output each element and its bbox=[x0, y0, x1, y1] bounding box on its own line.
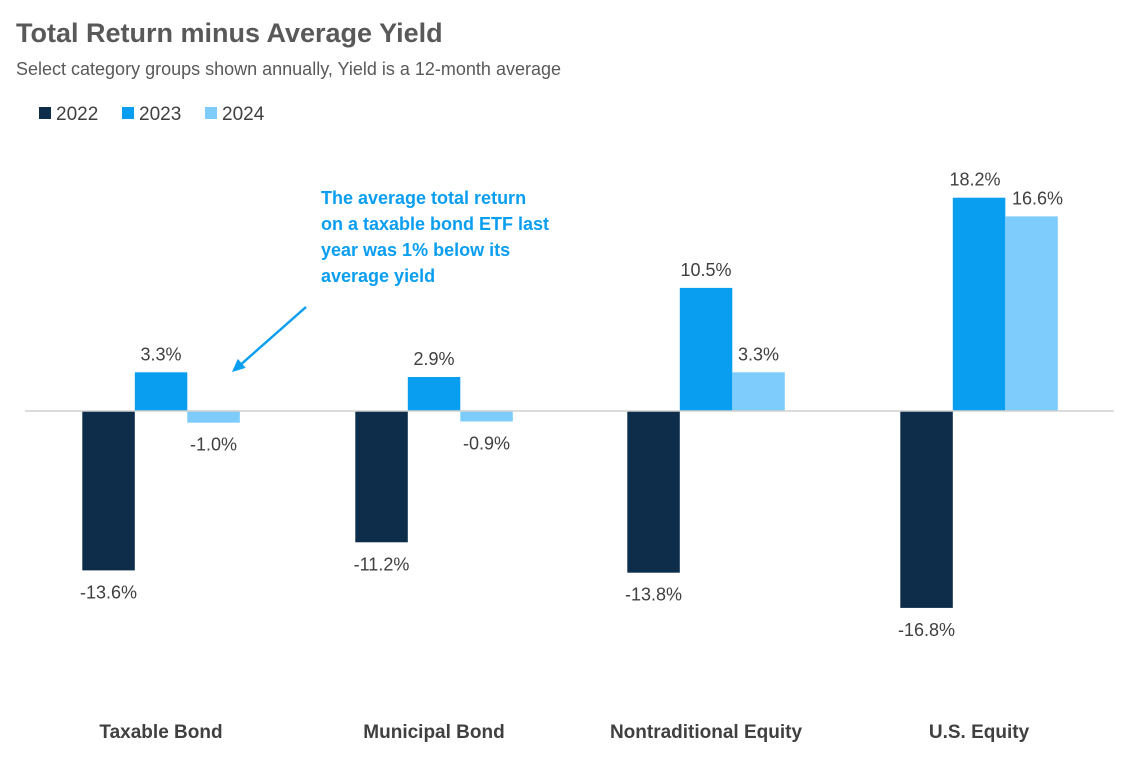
data-label-2023-0: 3.3% bbox=[140, 344, 181, 364]
bar-2022-1 bbox=[355, 411, 408, 543]
bar-2023-1 bbox=[407, 377, 461, 411]
category-label-3: U.S. Equity bbox=[929, 722, 1030, 743]
annotation: The average total return on a taxable bon… bbox=[232, 188, 549, 372]
bar-2023-0 bbox=[134, 372, 188, 411]
data-label-2023-3: 18.2% bbox=[949, 170, 1000, 190]
annotation-line-0: The average total return bbox=[321, 188, 526, 208]
legend-swatch-2023 bbox=[122, 107, 134, 119]
data-label-2023-1: 2.9% bbox=[413, 349, 454, 369]
category-label-1: Municipal Bond bbox=[363, 722, 504, 743]
legend-label-2022: 2022 bbox=[56, 104, 98, 125]
data-labels: -13.6% -11.2% -13.8% -16.8% 3.3% 2.9% 10.5% 18.… bbox=[80, 170, 1063, 640]
data-label-2024-0: -1.0% bbox=[190, 435, 237, 455]
legend-swatch-2024 bbox=[205, 107, 217, 119]
bar-2023-3 bbox=[952, 197, 1006, 411]
data-label-2022-2: -13.8% bbox=[625, 585, 682, 605]
bar-2024-1 bbox=[460, 411, 513, 422]
bar-2024-2 bbox=[732, 372, 785, 411]
bars bbox=[82, 197, 1058, 608]
annotation-line-1: on a taxable bond ETF last bbox=[321, 214, 549, 234]
data-label-2024-1: -0.9% bbox=[463, 434, 510, 454]
annotation-arrow-head bbox=[232, 358, 246, 372]
legend-label-2023: 2023 bbox=[139, 104, 181, 125]
annotation-arrow-line bbox=[237, 306, 307, 368]
bar-2023-2 bbox=[679, 287, 733, 411]
legend-swatch-2022 bbox=[39, 107, 51, 119]
data-label-2022-3: -16.8% bbox=[898, 620, 955, 640]
category-labels: Taxable Bond Municipal Bond Nontraditional… bbox=[99, 722, 1029, 743]
data-label-2024-2: 3.3% bbox=[738, 344, 779, 364]
category-label-2: Nontraditional Equity bbox=[610, 722, 803, 743]
data-label-2022-1: -11.2% bbox=[354, 554, 410, 574]
legend: 2022 2023 2024 bbox=[39, 104, 265, 125]
data-label-2023-2: 10.5% bbox=[680, 260, 731, 280]
bar-2024-3 bbox=[1005, 216, 1058, 411]
chart-subtitle: Select category groups shown annually, Y… bbox=[16, 59, 561, 79]
annotation-line-3: average yield bbox=[321, 266, 435, 286]
category-label-0: Taxable Bond bbox=[99, 722, 222, 743]
bar-2022-2 bbox=[627, 411, 680, 573]
chart-title: Total Return minus Average Yield bbox=[16, 18, 443, 48]
bar-2024-0 bbox=[187, 411, 240, 423]
legend-label-2024: 2024 bbox=[222, 104, 265, 125]
annotation-line-2: year was 1% below its bbox=[321, 240, 510, 260]
bar-2022-3 bbox=[900, 411, 953, 608]
bar-2022-0 bbox=[82, 411, 135, 571]
data-label-2022-0: -13.6% bbox=[80, 582, 137, 602]
data-label-2024-3: 16.6% bbox=[1012, 188, 1063, 208]
